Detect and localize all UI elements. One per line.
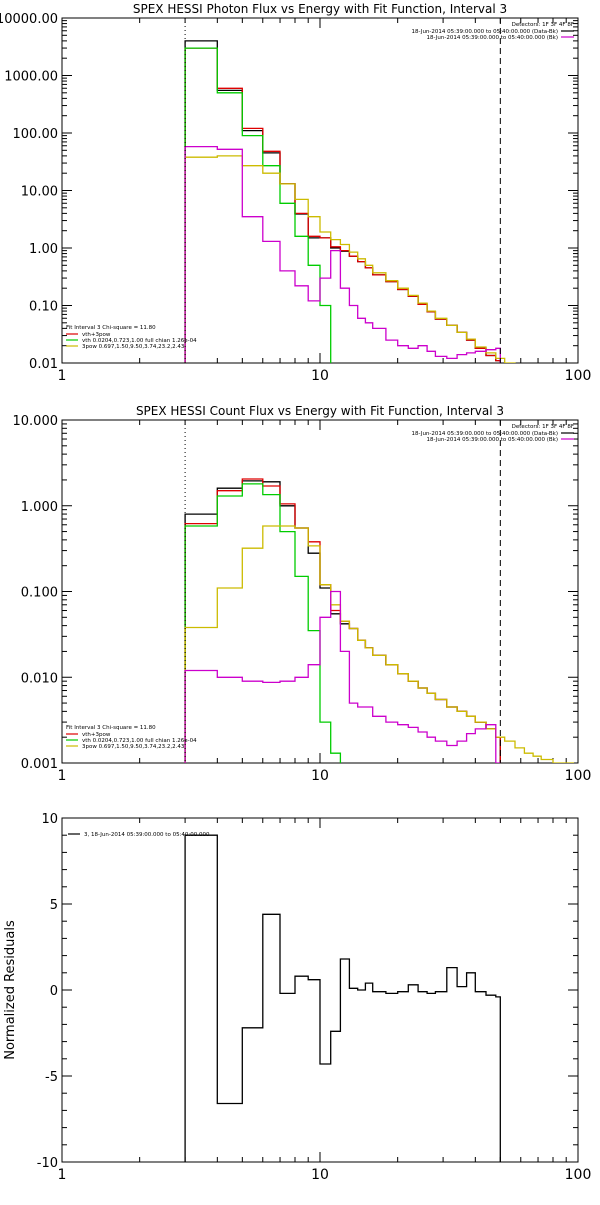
- y-tick-label: 1.000: [21, 500, 58, 515]
- chart-title: SPEX HESSI Count Flux vs Energy with Fit…: [136, 404, 504, 418]
- x-tick-label: 100: [565, 368, 592, 384]
- series-line-1: [184, 480, 501, 763]
- y-tick-label: -10: [37, 1156, 58, 1171]
- series-line-4: [184, 525, 575, 763]
- series-line-3: [184, 47, 332, 363]
- series-line-5: [184, 590, 501, 763]
- legend-entry: 3pow 0.697,1.50,9.50,3.74,23.2,2.43: [82, 344, 185, 350]
- y-tick-label: 0.100: [21, 586, 58, 601]
- legend-entry: 18-Jun-2014 05:39:00.000 to 05:40:00.000…: [412, 431, 558, 437]
- legend-entry: 18-Jun-2014 05:39:00.000 to 05:40:00.000…: [412, 29, 558, 35]
- y-tick-label: 1000.00: [4, 70, 58, 85]
- series-line-2: [184, 478, 501, 763]
- y-tick-label: 0.10: [29, 300, 58, 315]
- y-tick-label: 10000.00: [0, 12, 58, 27]
- series-line-3: [184, 483, 342, 763]
- series-line-1: [184, 834, 501, 1162]
- legend-entry: vth+3pow: [82, 732, 111, 738]
- legend-header: Detectors: 1F 3F 4F 8F: [512, 424, 574, 430]
- legend-entry: 18-Jun-2014 05:39:00.000 to 05:40:00.000…: [426, 35, 558, 41]
- legend-entry: 3pow 0.697,1.50,9.50,3.74,23.2,2.43: [82, 744, 185, 750]
- y-tick-label: 10.000: [13, 414, 59, 429]
- y-tick-label: 0.01: [29, 357, 58, 372]
- series-line-5: [184, 145, 501, 363]
- legend-entry: 3, 18-Jun-2014 05:39:00.000 to 05:40:00.…: [84, 832, 210, 838]
- y-tick-label: 1.00: [29, 242, 58, 257]
- series-line-4: [184, 155, 516, 363]
- x-tick-label: 1: [58, 368, 67, 384]
- legend-header: Fit Interval 3 Chi-square = 11.80: [66, 325, 156, 331]
- x-tick-label: 10: [311, 768, 329, 784]
- chart-title: SPEX HESSI Photon Flux vs Energy with Fi…: [133, 2, 507, 16]
- x-tick-label: 10: [311, 368, 329, 384]
- y-tick-label: 0.010: [21, 671, 58, 686]
- y-tick-label: 10: [41, 812, 58, 827]
- y-tick-label: 0.001: [21, 757, 58, 772]
- series-line-2: [184, 47, 501, 363]
- legend-entry: vth+3pow: [82, 332, 111, 338]
- x-tick-label: 1: [58, 768, 67, 784]
- chart-panel-1: SPEX HESSI Photon Flux vs Energy with Fi…: [0, 2, 591, 384]
- legend-header: Detectors: 1F 3F 4F 8F: [512, 22, 574, 28]
- y-tick-label: -5: [45, 1070, 58, 1085]
- chart-panel-3: 1 10 100 -10 -5 0 5 10 Normalized Residuals 3, 18…: [3, 812, 591, 1183]
- legend-header: Fit Interval 3 Chi-square = 11.80: [66, 725, 156, 731]
- y-tick-label: 0: [50, 984, 58, 999]
- y-tick-label: 10.00: [21, 185, 58, 200]
- x-tick-label: 1: [58, 1167, 67, 1183]
- legend-entry: vth 0.0204,0.723,1.00 full chian 1.26e-0…: [82, 338, 197, 344]
- y-tick-label: 5: [50, 898, 58, 913]
- y-tick-label: 100.00: [13, 127, 59, 142]
- chart-panel-2: SPEX HESSI Count Flux vs Energy with Fit…: [13, 404, 592, 784]
- y-axis-label: Normalized Residuals: [3, 920, 18, 1060]
- legend-entry: 18-Jun-2014 05:39:00.000 to 05:40:00.000…: [426, 437, 558, 443]
- legend-entry: vth 0.0204,0.723,1.00 full chian 1.26e-0…: [82, 738, 197, 744]
- x-tick-label: 100: [565, 1167, 592, 1183]
- series-line-1: [184, 40, 501, 363]
- x-tick-label: 10: [311, 1167, 329, 1183]
- x-tick-label: 100: [565, 768, 592, 784]
